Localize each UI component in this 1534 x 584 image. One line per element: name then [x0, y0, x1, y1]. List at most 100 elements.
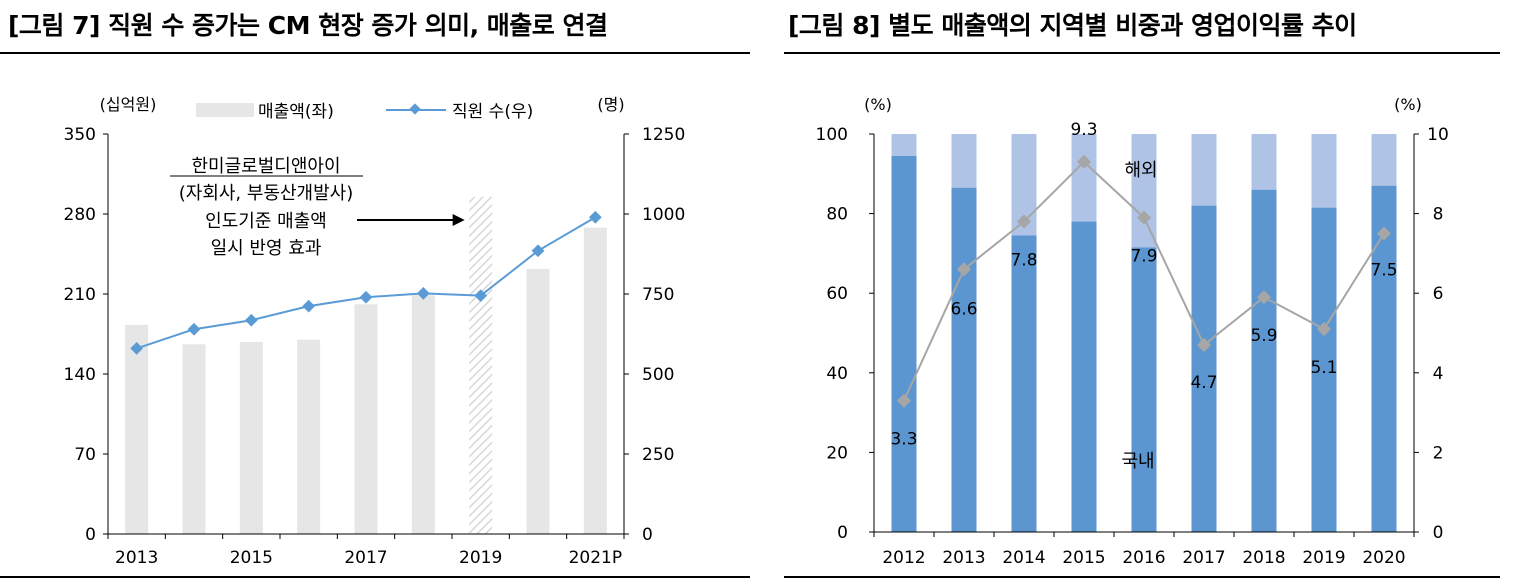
revenue-bar-2013 — [125, 324, 149, 534]
left-axis-unit: (십억원) — [100, 95, 157, 114]
margin-label-2012: 3.3 — [890, 430, 917, 450]
overseas-bar-2018 — [1251, 134, 1277, 190]
annotation-line-1: 한미글로벌디앤아이 — [191, 156, 340, 177]
left-axis-unit: (%) — [864, 95, 892, 114]
x-tick-label-2018: 2018 — [1242, 548, 1285, 568]
overseas-bar-2016 — [1131, 134, 1157, 248]
left-tick-label-100: 100 — [816, 125, 848, 145]
x-tick-label-2020: 2020 — [1362, 548, 1405, 568]
employees-point-2015 — [244, 313, 258, 327]
x-tick-label-2012: 2012 — [882, 548, 925, 568]
revenue-bar-2021P — [583, 227, 607, 534]
annotation-arrow-head — [452, 214, 465, 226]
margin-label-2014: 7.8 — [1010, 251, 1037, 271]
x-tick-label-2021P: 2021P — [569, 548, 623, 568]
margin-label-2017: 4.7 — [1190, 373, 1217, 393]
revenue-bar-2017 — [354, 304, 378, 534]
x-tick-label-2013: 2013 — [942, 548, 985, 568]
right-axis-unit: (명) — [597, 95, 624, 114]
domestic-bar-2013 — [951, 187, 977, 533]
left-tick-label-210: 210 — [64, 285, 96, 305]
revenue-bar-2020 — [526, 268, 550, 534]
annotation-line-3: 인도기준 매출액 — [205, 211, 327, 232]
annotation-line-4: 일시 반영 효과 — [211, 238, 322, 259]
employees-point-2021P — [588, 210, 602, 224]
left-tick-label-280: 280 — [64, 205, 96, 225]
left-tick-label-350: 350 — [64, 125, 96, 145]
right-tick-label-8: 8 — [1433, 205, 1444, 225]
employees-point-2013 — [130, 342, 144, 355]
overseas-inline-label: 해외 — [1124, 160, 1157, 181]
revenue-bar-2019 — [469, 196, 493, 534]
margin-point-2019 — [1316, 321, 1332, 337]
margin-point-2013 — [956, 262, 972, 277]
left-tick-label-70: 70 — [74, 445, 96, 465]
employees-point-2019 — [474, 289, 488, 302]
x-tick-label-2019: 2019 — [459, 548, 502, 568]
x-tick-label-2016: 2016 — [1122, 548, 1165, 568]
legend-employees-marker — [409, 103, 421, 115]
domestic-bar-2012 — [891, 155, 917, 532]
overseas-bar-2020 — [1371, 134, 1397, 186]
margin-point-2017 — [1196, 337, 1212, 353]
right-tick-label-0: 0 — [1433, 523, 1444, 543]
domestic-bar-2015 — [1071, 221, 1097, 532]
domestic-inline-label: 국내 — [1121, 451, 1154, 472]
margin-label-2016: 7.9 — [1130, 247, 1157, 267]
figure-8-panel: [그림 8] 별도 매출액의 지역별 비중과 영업이익률 추이 0 20 40 60 8… — [784, 0, 1534, 584]
x-tick-label-2013: 2013 — [115, 548, 158, 568]
right-tick-label-250: 250 — [642, 445, 674, 465]
domestic-bar-2016 — [1131, 247, 1157, 532]
legend-revenue-swatch — [196, 103, 254, 117]
margin-point-2016 — [1136, 210, 1152, 225]
revenue-bar-2014 — [182, 344, 206, 534]
right-tick-label-2: 2 — [1433, 443, 1444, 463]
left-tick-label-140: 140 — [64, 365, 96, 385]
x-tick-label-2017: 2017 — [1182, 548, 1225, 568]
x-tick-label-2015: 2015 — [1062, 548, 1105, 568]
overseas-bar-2019 — [1311, 134, 1337, 208]
margin-point-2012 — [896, 393, 912, 408]
domestic-bar-2018 — [1251, 189, 1277, 532]
right-tick-label-1250: 1250 — [642, 125, 685, 145]
figure-8-title: [그림 8] 별도 매출액의 지역별 비중과 영업이익률 추이 — [788, 11, 1357, 40]
overseas-bar-2013 — [951, 134, 977, 188]
margin-label-2020: 7.5 — [1370, 261, 1397, 281]
annotation-line-2: (자회사, 부동산개발사) — [179, 183, 354, 204]
right-tick-label-10: 10 — [1427, 125, 1449, 145]
margin-point-2018 — [1256, 290, 1272, 305]
margin-point-2015 — [1076, 154, 1092, 169]
x-tick-label-2017: 2017 — [344, 548, 387, 568]
overseas-bar-2017 — [1191, 134, 1217, 206]
margin-label-2013: 6.6 — [950, 299, 977, 319]
right-tick-label-750: 750 — [642, 285, 674, 305]
left-tick-label-80: 80 — [826, 205, 848, 225]
left-tick-label-40: 40 — [826, 364, 848, 384]
x-tick-label-2015: 2015 — [230, 548, 273, 568]
right-tick-label-4: 4 — [1433, 364, 1444, 384]
domestic-bar-2020 — [1371, 185, 1397, 533]
right-tick-label-6: 6 — [1433, 284, 1444, 304]
domestic-bar-2017 — [1191, 205, 1217, 532]
margin-label-2018: 5.9 — [1250, 326, 1277, 346]
overseas-bar-2015 — [1071, 134, 1097, 222]
figure-7-chart: 0 70 140 210 280 350 0 250 500 750 1000 1250 2013 201… — [64, 95, 686, 568]
right-tick-label-500: 500 — [642, 365, 674, 385]
right-tick-label-0: 0 — [642, 525, 653, 545]
domestic-bar-2019 — [1311, 207, 1337, 532]
left-tick-label-20: 20 — [826, 443, 848, 463]
margin-point-2014 — [1016, 214, 1032, 229]
figure-7-bottom-rule — [0, 576, 750, 578]
figure-7-top-rule — [0, 52, 750, 54]
left-tick-label-0: 0 — [837, 523, 848, 543]
figure-7-panel: [그림 7] 직원 수 증가는 CM 현장 증가 의미, 매출로 연결 0 70 1… — [0, 0, 750, 584]
figure-7-title: [그림 7] 직원 수 증가는 CM 현장 증가 의미, 매출로 연결 — [8, 11, 608, 40]
left-tick-label-0: 0 — [85, 525, 96, 545]
employees-point-2016 — [302, 299, 316, 313]
revenue-bar-2016 — [297, 339, 321, 534]
revenue-bar-2018 — [411, 295, 435, 534]
left-tick-label-60: 60 — [826, 284, 848, 304]
right-axis-unit: (%) — [1394, 95, 1422, 114]
figure-8-chart: 0 20 40 60 80 100 0 2 4 6 8 10 2012 2013 2014 2015 2016 2… — [816, 95, 1449, 568]
overseas-bar-2012 — [891, 134, 917, 156]
